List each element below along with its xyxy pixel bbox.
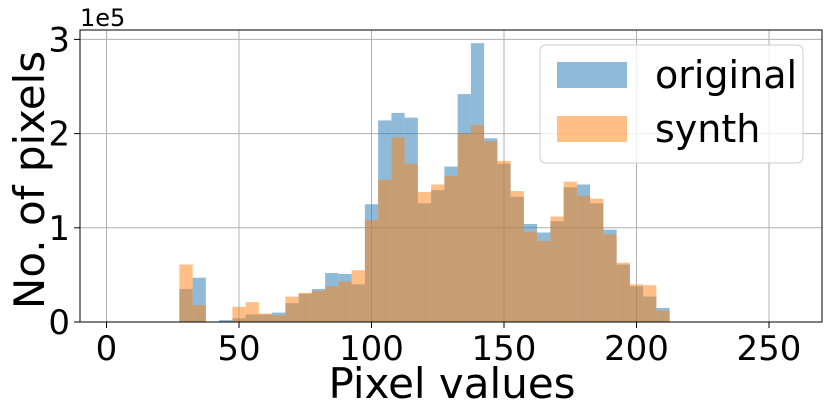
bar-synth [378, 179, 392, 322]
legend-swatch-original [557, 62, 627, 88]
bar-synth [497, 160, 511, 322]
bar-synth [470, 125, 485, 322]
tick-labels: 0 50 100 150 200 250 0 1 2 3 [48, 20, 801, 369]
plot-frame [79, 29, 823, 323]
x-tick-label: 100 [339, 329, 404, 369]
bar-synth [563, 181, 577, 322]
bar-synth [603, 234, 617, 322]
bar-synth [311, 290, 326, 322]
bar-synth [325, 286, 339, 322]
bar-synth [417, 192, 432, 322]
x-tick-label: 50 [217, 329, 260, 369]
x-tick-label: 200 [604, 329, 669, 369]
legend-swatch-synth [557, 116, 627, 142]
x-tick-label: 0 [96, 329, 118, 369]
bar-synth [351, 270, 365, 322]
bar-synth [404, 163, 418, 322]
y-offset-label: 1e5 [80, 4, 125, 32]
bar-synth [179, 264, 193, 322]
bar-original [219, 320, 233, 322]
bar-synth [550, 216, 564, 322]
y-tick-label: 3 [48, 20, 70, 60]
x-axis-label: Pixel values [328, 359, 575, 408]
legend-label-synth: synth [655, 107, 760, 151]
bar-synth [232, 306, 246, 322]
bar-synth [629, 284, 644, 322]
bar-synth [616, 262, 630, 322]
bar-synth [192, 305, 206, 322]
y-tick-label: 0 [48, 303, 70, 343]
bar-synth [656, 310, 670, 322]
bar-synth [643, 285, 657, 322]
bar-synth [298, 292, 312, 322]
bars-layer [179, 43, 670, 323]
legend-label-original: original [655, 53, 797, 97]
bar-synth [391, 137, 405, 322]
bar-synth [338, 281, 352, 322]
bar-synth [523, 231, 538, 322]
bar-synth [457, 133, 471, 322]
bar-synth [272, 315, 286, 322]
bar-synth [576, 195, 591, 322]
bar-synth [484, 141, 498, 322]
bar-synth [590, 198, 604, 322]
bar-synth [364, 220, 379, 322]
axes-box [79, 29, 823, 323]
y-tick-label: 1 [48, 209, 70, 249]
bar-synth [510, 191, 524, 322]
legend: original synth [539, 44, 804, 164]
series-synth [179, 125, 670, 322]
x-tick-label: 250 [737, 329, 802, 369]
bar-synth [444, 176, 458, 322]
y-axis-label: No. of pixels [5, 51, 54, 309]
bar-synth [285, 296, 299, 322]
bar-synth [245, 302, 259, 322]
bar-synth [431, 184, 445, 322]
x-tick-label: 150 [472, 329, 537, 369]
bar-synth [258, 313, 273, 322]
y-tick-label: 2 [48, 115, 70, 155]
bar-synth [537, 240, 551, 322]
